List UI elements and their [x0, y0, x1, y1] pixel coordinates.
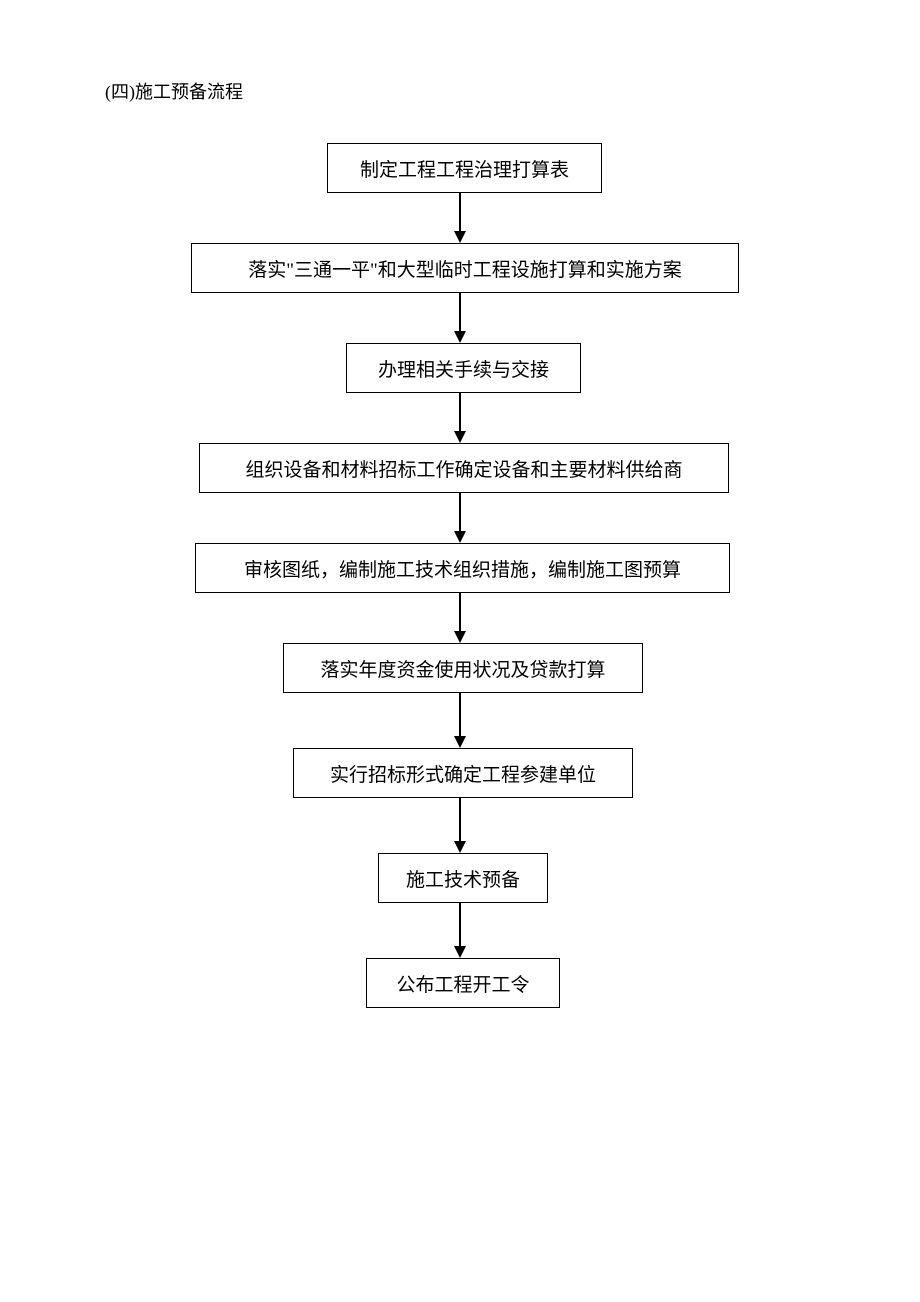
- flow-edge-line: [459, 493, 461, 531]
- flowchart-container: 制定工程工程治理打算表落实"三通一平"和大型临时工程设施打算和实施方案办理相关手…: [0, 0, 920, 1302]
- flow-edge-arrowhead: [454, 331, 466, 343]
- flow-edge-arrowhead: [454, 231, 466, 243]
- flow-node-n6: 落实年度资金使用状况及贷款打算: [283, 643, 643, 693]
- flow-edge-line: [459, 393, 461, 431]
- flow-node-n1: 制定工程工程治理打算表: [327, 143, 602, 193]
- flow-edge-line: [459, 593, 461, 631]
- flow-edge-line: [459, 903, 461, 946]
- flow-node-n4: 组织设备和材料招标工作确定设备和主要材料供给商: [199, 443, 729, 493]
- flow-edge-arrowhead: [454, 736, 466, 748]
- flow-node-n9: 公布工程开工令: [366, 958, 560, 1008]
- flow-node-n5: 审核图纸，编制施工技术组织措施，编制施工图预算: [195, 543, 730, 593]
- flow-node-n2: 落实"三通一平"和大型临时工程设施打算和实施方案: [191, 243, 739, 293]
- flow-node-n3: 办理相关手续与交接: [346, 343, 581, 393]
- flow-node-n7: 实行招标形式确定工程参建单位: [293, 748, 633, 798]
- flow-edge-line: [459, 693, 461, 736]
- flow-edge-arrowhead: [454, 841, 466, 853]
- flow-edge-line: [459, 798, 461, 841]
- flow-edge-arrowhead: [454, 431, 466, 443]
- flow-edge-line: [459, 193, 461, 231]
- flow-edge-arrowhead: [454, 946, 466, 958]
- flow-edge-line: [459, 293, 461, 331]
- flow-edge-arrowhead: [454, 531, 466, 543]
- flow-node-n8: 施工技术预备: [378, 853, 548, 903]
- flow-edge-arrowhead: [454, 631, 466, 643]
